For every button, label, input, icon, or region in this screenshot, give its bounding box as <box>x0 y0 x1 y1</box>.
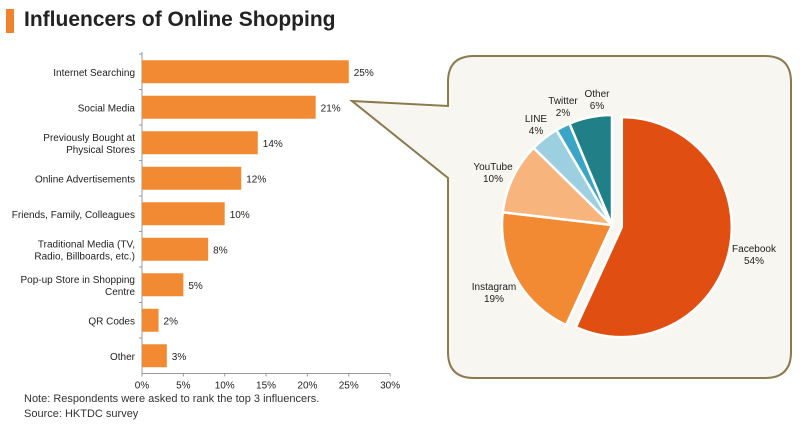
pie-slice <box>500 210 614 327</box>
category-label: Physical Stores <box>66 145 135 156</box>
category-label: Internet Searching <box>53 68 135 79</box>
note-text: Note: Respondents were asked to rank the… <box>24 393 320 405</box>
source-text: Source: HKTDC survey <box>24 408 139 420</box>
x-tick-label: 10% <box>215 381 235 392</box>
x-tick-label: 0% <box>135 381 150 392</box>
category-label: Online Advertisements <box>35 174 135 185</box>
title-accent-bar <box>6 9 14 33</box>
bar <box>142 60 349 84</box>
pie-slice <box>574 115 734 339</box>
bar <box>142 308 159 332</box>
bar <box>142 344 167 368</box>
bar-value-label: 21% <box>321 103 341 114</box>
bar <box>142 202 225 226</box>
category-label: Pop-up Store in Shopping <box>20 275 135 286</box>
x-tick-label: 15% <box>256 381 276 392</box>
bar-value-label: 12% <box>246 174 266 185</box>
x-tick-label: 25% <box>339 381 359 392</box>
bar-value-label: 2% <box>164 316 179 327</box>
category-label: Radio, Billboards, etc.) <box>34 251 135 262</box>
bar <box>142 166 242 190</box>
pie-slice-label: Twitter <box>548 96 578 107</box>
x-tick-label: 20% <box>297 381 317 392</box>
pie-slice-label: YouTube <box>473 162 513 173</box>
page-title: Influencers of Online Shopping <box>24 8 336 31</box>
bar-value-label: 14% <box>263 139 283 150</box>
bar-value-label: 10% <box>230 210 250 221</box>
pie-slice-value: 4% <box>529 126 544 137</box>
bar <box>142 237 209 261</box>
category-label: Centre <box>105 287 135 298</box>
pie-slice-value: 54% <box>744 256 764 267</box>
x-tick-label: 5% <box>176 381 191 392</box>
pie-slice-label: Instagram <box>472 282 516 293</box>
bar <box>142 95 316 119</box>
category-label: Previously Bought at <box>43 133 135 144</box>
bar-value-label: 25% <box>354 68 374 79</box>
pie-slice <box>567 113 614 226</box>
category-label: Traditional Media (TV, <box>38 239 135 250</box>
bar <box>142 273 184 297</box>
bar-value-label: 8% <box>213 245 228 256</box>
pie-slice <box>501 146 616 227</box>
pie-slice-label: Other <box>584 89 610 100</box>
category-label: QR Codes <box>88 316 135 327</box>
chart-notes: Note: Respondents were asked to rank the… <box>24 392 319 422</box>
category-label: Friends, Family, Colleagues <box>12 210 135 221</box>
bar-value-label: 5% <box>188 281 203 292</box>
pie-slice-value: 19% <box>484 294 504 305</box>
pie-slice-value: 10% <box>483 174 503 185</box>
pie-slice-label: Facebook <box>732 244 777 255</box>
bar <box>142 131 258 155</box>
pie-slice-value: 6% <box>590 101 605 112</box>
category-label: Other <box>110 352 136 363</box>
category-label: Social Media <box>78 103 136 114</box>
x-tick-label: 30% <box>380 381 400 392</box>
bar-chart: 25% Internet Searching 21% Social Media 14% P… <box>12 52 400 392</box>
pie-slice-label: LINE <box>525 114 548 125</box>
pie-slice-value: 2% <box>556 108 571 119</box>
bar-value-label: 3% <box>172 352 187 363</box>
